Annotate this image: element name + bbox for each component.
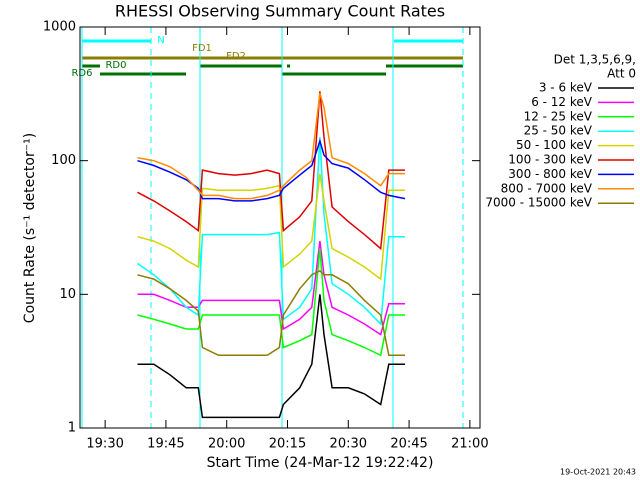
y-tick-label: 100	[51, 153, 76, 168]
legend-label: 7000 - 15000 keV	[485, 196, 592, 210]
legend-label: 6 - 12 keV	[531, 95, 593, 109]
x-tick-label: 19:30	[86, 437, 123, 452]
data-line	[137, 92, 405, 200]
data-line	[137, 294, 405, 419]
data-line	[137, 137, 405, 326]
x-tick-label: 21:00	[451, 437, 488, 452]
x-tick-label: 20:15	[269, 437, 306, 452]
legend-label: 300 - 800 keV	[508, 167, 592, 181]
plot-frame	[79, 26, 481, 429]
legend-header: Det 1,3,5,6,9,	[554, 53, 636, 67]
data-line	[137, 91, 405, 251]
annotation: RD6	[71, 68, 92, 79]
annotation: FD1	[192, 43, 212, 54]
x-tick-label: 19:45	[147, 437, 184, 452]
legend-label: 800 - 7000 keV	[501, 181, 593, 195]
y-tick-label: 1000	[43, 20, 76, 35]
y-tick-label: 10	[59, 287, 76, 302]
y-tick-label: 1	[68, 421, 76, 436]
legend-label: 3 - 6 keV	[539, 81, 593, 95]
legend-header: Att 0	[607, 67, 636, 81]
annotation: FD2	[226, 51, 246, 62]
chart-title: RHESSI Observing Summary Count Rates	[115, 2, 445, 21]
legend-label: 12 - 25 keV	[524, 109, 593, 123]
annotation-bars	[81, 27, 464, 428]
annotation: RD0	[105, 60, 126, 71]
x-axis-label: Start Time (24-Mar-12 19:22:42)	[207, 455, 434, 471]
x-tick-label: 20:45	[390, 437, 427, 452]
legend-label: 100 - 300 keV	[508, 153, 592, 167]
data-line	[137, 269, 405, 357]
data-line	[137, 241, 405, 336]
timestamp: 19-Oct-2021 20:43	[560, 468, 636, 477]
annotation: N	[157, 35, 164, 46]
data-line	[137, 173, 405, 281]
legend-label: 50 - 100 keV	[516, 138, 593, 152]
y-axis-label: Count Rate (s⁻¹ detector⁻¹)	[22, 133, 38, 323]
plot-area	[137, 91, 406, 419]
x-tick-label: 20:00	[208, 437, 245, 452]
x-tick-label: 20:30	[330, 437, 367, 452]
legend-label: 25 - 50 keV	[524, 124, 593, 138]
